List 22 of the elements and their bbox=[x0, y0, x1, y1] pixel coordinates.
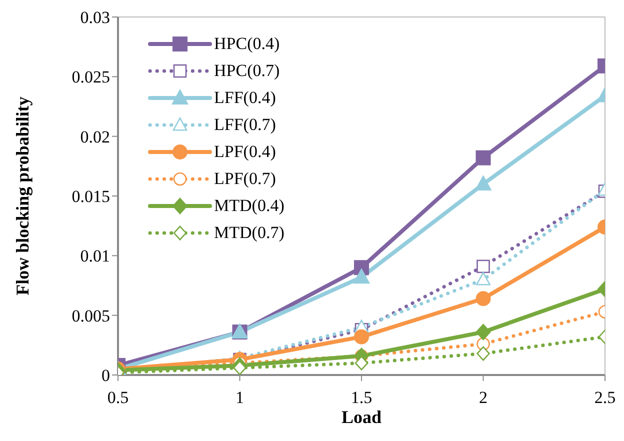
legend-label: LPF(0.7) bbox=[214, 168, 276, 188]
legend-label: HPC(0.4) bbox=[214, 34, 280, 54]
legend-label: HPC(0.7) bbox=[214, 60, 280, 80]
y-tick-label: 0 bbox=[102, 366, 110, 386]
legend-label: MTD(0.4) bbox=[214, 196, 284, 216]
x-axis-title: Load bbox=[341, 407, 382, 427]
y-axis-title: Flow blocking probability bbox=[12, 96, 32, 296]
y-tick-label: 0.03 bbox=[80, 8, 110, 28]
legend-label: MTD(0.7) bbox=[214, 222, 284, 242]
y-tick-label: 0.025 bbox=[72, 68, 110, 87]
y-tick-label: 0.01 bbox=[80, 246, 110, 266]
y-tick-label: 0.005 bbox=[72, 306, 110, 326]
x-tick-label: 2.5 bbox=[594, 388, 616, 408]
x-tick-label: 1.5 bbox=[350, 388, 372, 408]
y-tick-label: 0.015 bbox=[72, 187, 110, 206]
x-tick-label: 1 bbox=[236, 388, 244, 408]
x-tick-label: 2 bbox=[479, 388, 488, 408]
y-tick-label: 0.02 bbox=[80, 127, 110, 146]
legend-label: LFF(0.4) bbox=[214, 88, 276, 108]
x-tick-label: 0.5 bbox=[107, 388, 129, 408]
legend-label: LPF(0.4) bbox=[214, 142, 276, 162]
legend-label: LFF(0.7) bbox=[214, 114, 276, 134]
